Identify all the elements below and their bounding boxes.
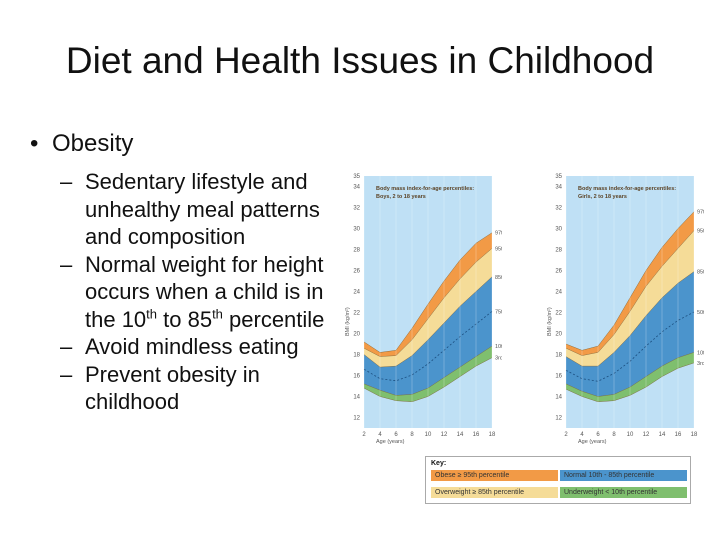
y-tick-label: 28 bbox=[353, 248, 360, 254]
y-tick-label: 14 bbox=[555, 395, 562, 401]
overweight-band bbox=[364, 248, 492, 368]
percentile-label: 97th bbox=[495, 231, 502, 237]
y-tick-label: 26 bbox=[353, 269, 360, 275]
x-tick-label: 8 bbox=[612, 432, 616, 438]
x-axis-label: Age (years) bbox=[578, 439, 607, 445]
x-tick-label: 4 bbox=[580, 432, 584, 438]
x-tick-label: 2 bbox=[362, 432, 366, 438]
y-tick-label: 14 bbox=[353, 395, 360, 401]
superscript: th bbox=[212, 306, 223, 322]
x-tick-label: 10 bbox=[425, 432, 432, 438]
sub-bullet-item: – Avoid mindless eating bbox=[60, 333, 332, 361]
sub-bullet-text: Prevent obesity in childhood bbox=[85, 361, 260, 415]
y-tick-label: 24 bbox=[353, 290, 360, 296]
dash-marker: – bbox=[60, 361, 73, 387]
percentile-label: 50th bbox=[697, 310, 704, 316]
percentile-label: 85th bbox=[697, 270, 704, 276]
percentile-label: 3rd bbox=[697, 361, 704, 367]
x-tick-label: 10 bbox=[627, 432, 634, 438]
sub-bullet-text: Avoid mindless eating bbox=[85, 334, 299, 359]
chart-subtitle: Boys, 2 to 18 years bbox=[376, 194, 426, 200]
key-item-obese: Obese ≥ 95th percentile bbox=[431, 470, 558, 481]
x-tick-label: 18 bbox=[691, 432, 698, 438]
chart-title: Body mass index-for-age percentiles: bbox=[578, 186, 676, 192]
y-tick-label: 35 bbox=[353, 174, 360, 180]
bullet-text: Obesity bbox=[52, 130, 134, 157]
x-tick-label: 16 bbox=[675, 432, 682, 438]
x-tick-label: 2 bbox=[564, 432, 568, 438]
y-tick-label: 24 bbox=[555, 290, 562, 296]
sub-bullet-item: – Normal weight for height occurs when a … bbox=[60, 251, 332, 334]
y-tick-label: 34 bbox=[353, 185, 360, 191]
key-item-underweight: Underweight < 10th percentile bbox=[560, 487, 687, 498]
y-tick-label: 18 bbox=[353, 353, 360, 359]
sub-bullet-text-part: percentile bbox=[222, 306, 325, 332]
x-tick-label: 4 bbox=[378, 432, 382, 438]
dash-marker: – bbox=[60, 334, 73, 359]
chart-key: Key: Obese ≥ 95th percentile Normal 10th… bbox=[425, 456, 691, 504]
x-tick-label: 12 bbox=[643, 432, 650, 438]
bullet-marker: • bbox=[30, 130, 39, 157]
percentile-label: 95th bbox=[495, 246, 502, 252]
key-item-normal: Normal 10th - 85th percentile bbox=[560, 470, 687, 481]
y-tick-label: 16 bbox=[555, 374, 562, 380]
percentile-label: 10th bbox=[697, 350, 704, 356]
y-axis-label: BMI (kg/m²) bbox=[547, 307, 553, 336]
slide-title: Diet and Health Issues in Childhood bbox=[65, 40, 655, 81]
y-tick-label: 22 bbox=[555, 311, 562, 317]
chart-title: Body mass index-for-age percentiles: bbox=[376, 186, 474, 192]
percentile-label: 75th bbox=[495, 309, 502, 315]
y-tick-label: 20 bbox=[555, 332, 562, 338]
superscript: th bbox=[146, 306, 158, 322]
y-tick-label: 12 bbox=[555, 416, 562, 422]
x-tick-label: 14 bbox=[659, 432, 666, 438]
x-tick-label: 6 bbox=[394, 432, 398, 438]
chart-subtitle: Girls, 2 to 18 years bbox=[578, 194, 627, 200]
x-tick-label: 6 bbox=[596, 432, 600, 438]
y-tick-label: 35 bbox=[555, 174, 562, 180]
sub-bullet-item: – Sedentary lifestyle and unhealthy meal … bbox=[60, 168, 332, 251]
x-tick-label: 16 bbox=[473, 432, 480, 438]
percentile-label: 95th bbox=[697, 229, 704, 235]
sub-bullet-text: Sedentary lifestyle and unhealthy meal p… bbox=[85, 169, 320, 249]
y-tick-label: 32 bbox=[353, 206, 360, 212]
y-tick-label: 34 bbox=[555, 185, 562, 191]
x-axis-label: Age (years) bbox=[376, 439, 405, 445]
x-tick-label: 8 bbox=[410, 432, 414, 438]
y-tick-label: 16 bbox=[353, 374, 360, 380]
percentile-label: 85th bbox=[495, 275, 502, 281]
y-tick-label: 30 bbox=[555, 227, 562, 233]
sub-bullet-text-part: Normal weight for height occurs when a c… bbox=[85, 251, 324, 332]
y-tick-label: 22 bbox=[353, 311, 360, 317]
sub-bullet-list: – Sedentary lifestyle and unhealthy meal … bbox=[60, 168, 332, 416]
percentile-label: 3rd bbox=[495, 356, 502, 362]
key-item-overweight: Overweight ≥ 85th percentile bbox=[431, 487, 558, 498]
x-tick-label: 12 bbox=[441, 432, 448, 438]
percentile-label: 10th bbox=[495, 344, 502, 350]
dash-marker: – bbox=[60, 251, 73, 277]
y-tick-label: 12 bbox=[353, 416, 360, 422]
sub-bullet-item: – Prevent obesity in childhood bbox=[60, 361, 332, 416]
percentile-label: 97th bbox=[697, 210, 704, 216]
key-title: Key: bbox=[431, 460, 447, 467]
y-tick-label: 30 bbox=[353, 227, 360, 233]
y-tick-label: 18 bbox=[555, 353, 562, 359]
x-tick-label: 14 bbox=[457, 432, 464, 438]
sub-bullet-text-part: to 85 bbox=[157, 306, 213, 332]
bullet-obesity: • Obesity bbox=[30, 130, 133, 158]
dash-marker: – bbox=[60, 169, 73, 194]
y-axis-label: BMI (kg/m²) bbox=[345, 307, 351, 336]
y-tick-label: 32 bbox=[555, 206, 562, 212]
y-tick-label: 26 bbox=[555, 269, 562, 275]
y-tick-label: 20 bbox=[353, 332, 360, 338]
x-tick-label: 18 bbox=[489, 432, 496, 438]
y-tick-label: 28 bbox=[555, 248, 562, 254]
